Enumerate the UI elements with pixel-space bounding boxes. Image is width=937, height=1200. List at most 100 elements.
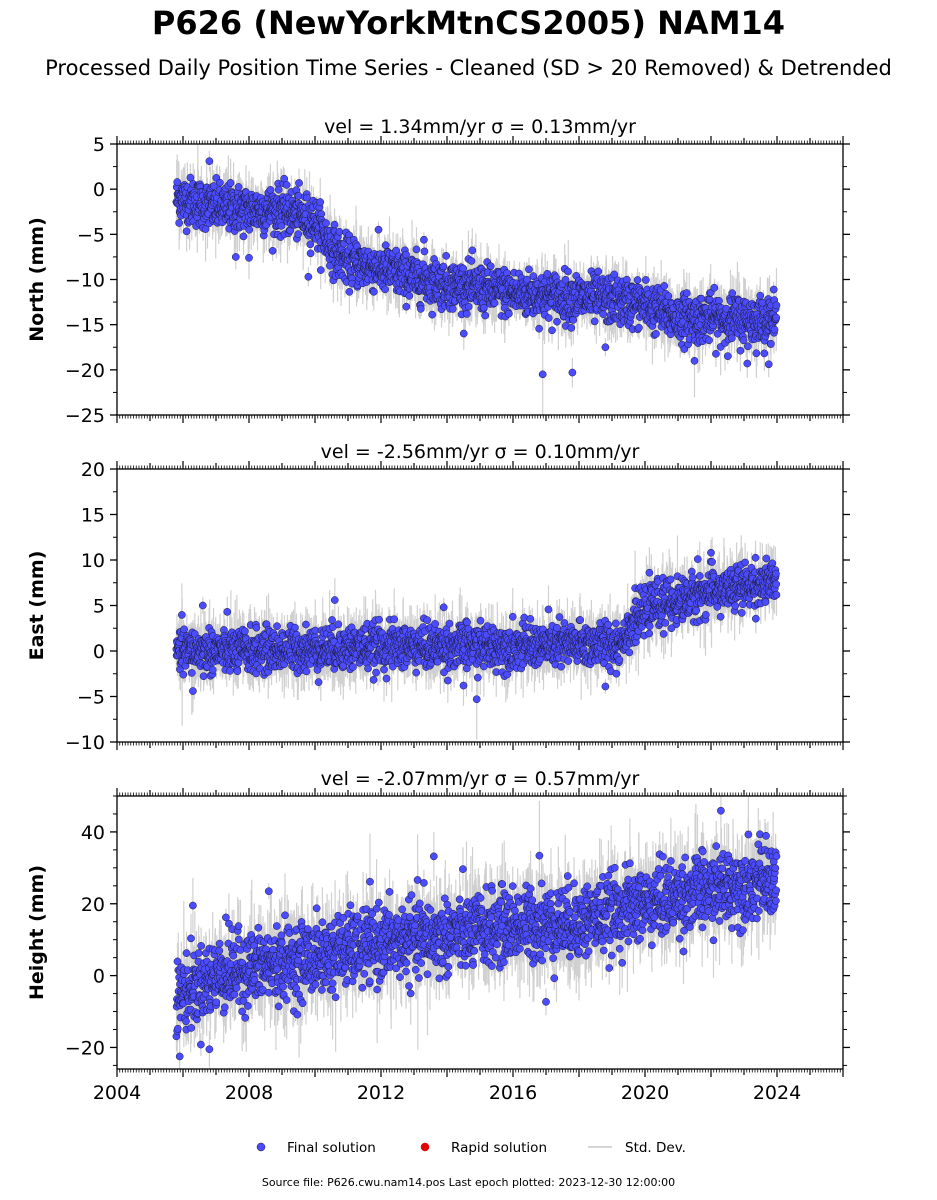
ytick-label-north: −25	[65, 405, 105, 427]
data-point	[590, 317, 599, 326]
data-point	[712, 349, 720, 358]
data-point	[736, 346, 745, 355]
data-point	[756, 291, 765, 300]
data-point	[420, 235, 428, 244]
data-point	[728, 289, 737, 297]
data-point	[664, 292, 673, 300]
ytick-label-north: −15	[65, 315, 105, 337]
data-point	[543, 269, 552, 278]
data-point	[304, 272, 313, 281]
data-point	[175, 219, 183, 227]
data-point	[652, 329, 660, 338]
data-point	[245, 225, 254, 234]
data-point	[535, 324, 543, 333]
data-point	[544, 314, 553, 322]
data-point	[335, 227, 344, 236]
data-point	[182, 227, 191, 236]
data-point	[402, 250, 410, 259]
data-point	[564, 267, 572, 276]
data-point	[186, 173, 195, 182]
ytick-label-north: 5	[93, 134, 105, 156]
series-north	[172, 144, 781, 415]
data-point	[417, 305, 425, 313]
data-point	[769, 285, 778, 294]
data-point	[682, 289, 691, 297]
data-point	[553, 317, 561, 326]
data-point	[374, 225, 383, 234]
data-point	[412, 245, 421, 254]
figure-subtitle: Processed Daily Position Time Series - C…	[45, 56, 892, 80]
data-point	[282, 181, 291, 189]
data-point	[723, 352, 732, 361]
data-point	[442, 251, 451, 260]
data-point	[216, 178, 224, 187]
data-point	[599, 310, 608, 319]
data-point	[322, 219, 330, 227]
data-point	[568, 368, 577, 377]
data-point	[239, 232, 248, 241]
data-point	[767, 339, 775, 348]
data-point	[439, 262, 448, 271]
data-point	[245, 253, 253, 262]
data-point	[480, 303, 488, 312]
data-point	[268, 246, 277, 255]
ytick-label-north: 0	[93, 179, 105, 201]
data-point	[201, 225, 210, 233]
ylabel-north: North (mm)	[26, 217, 48, 342]
data-point	[490, 299, 499, 307]
data-point	[505, 309, 513, 318]
data-point	[772, 313, 781, 322]
data-point	[548, 326, 556, 335]
data-point	[538, 370, 547, 379]
data-point	[330, 220, 339, 229]
ylabel-east: East (mm)	[26, 551, 48, 661]
data-point	[739, 336, 748, 345]
final-solution-points-north	[172, 157, 781, 379]
data-point	[569, 316, 578, 324]
panel-title-north: vel = 1.34mm/yr σ = 0.13mm/yr	[324, 116, 636, 138]
data-point	[459, 264, 468, 273]
data-point	[710, 283, 719, 292]
data-point	[295, 179, 303, 187]
data-point	[231, 253, 240, 261]
ytick-label-north: −20	[65, 360, 105, 382]
data-point	[467, 257, 476, 265]
data-point	[641, 276, 650, 284]
data-point	[635, 323, 643, 332]
ytick-label-north: −10	[65, 270, 105, 292]
data-point	[303, 193, 311, 202]
data-point	[459, 329, 468, 338]
data-point	[601, 343, 610, 352]
data-point	[266, 186, 275, 194]
data-point	[209, 182, 218, 190]
data-point	[345, 287, 354, 296]
data-point	[764, 360, 773, 369]
data-point	[660, 282, 669, 290]
data-point	[420, 247, 429, 256]
data-point	[405, 292, 414, 300]
data-point	[728, 334, 736, 343]
data-point	[743, 359, 752, 368]
data-point	[772, 301, 781, 310]
data-point	[481, 311, 490, 320]
data-point	[294, 191, 303, 200]
data-point	[205, 157, 214, 166]
data-point	[173, 178, 182, 186]
data-point	[486, 262, 495, 271]
data-point	[462, 310, 471, 318]
data-point	[594, 267, 603, 276]
data-point	[633, 276, 642, 284]
data-point	[316, 266, 325, 274]
data-point	[705, 336, 713, 345]
data-point	[744, 342, 752, 351]
data-point	[760, 349, 769, 358]
data-point	[525, 265, 533, 274]
data-point	[306, 249, 315, 258]
data-point	[274, 185, 283, 194]
data-point	[306, 240, 315, 249]
data-point	[381, 285, 389, 294]
data-point	[226, 179, 235, 187]
